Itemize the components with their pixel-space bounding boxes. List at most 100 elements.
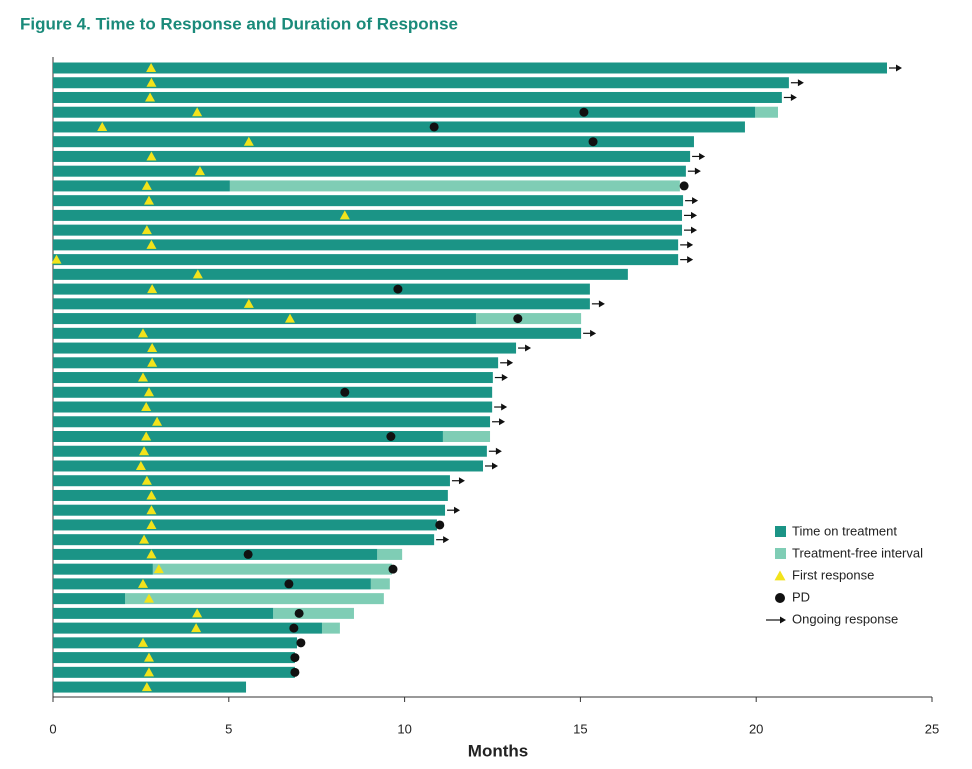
treatment-bar [53, 578, 371, 590]
response-marker [143, 667, 154, 677]
response-marker [147, 343, 158, 353]
response-marker [139, 534, 150, 544]
legend-label: First response [792, 567, 874, 582]
ongoing-arrow-head [692, 197, 699, 205]
x-tick-label: 15 [573, 721, 587, 736]
treatment-bar [53, 342, 517, 354]
response-marker [146, 151, 157, 161]
ongoing-arrow-head [443, 536, 450, 544]
response-marker [147, 284, 158, 294]
treatment-bar [53, 239, 679, 251]
x-tick-label: 10 [397, 721, 411, 736]
treatment-bar [53, 416, 491, 428]
treatment-bar [53, 150, 691, 162]
treatment-bar [53, 254, 679, 266]
ongoing-arrow-head [691, 226, 698, 234]
response-marker [138, 372, 149, 382]
response-marker [243, 298, 254, 308]
ongoing-arrow-head [895, 64, 902, 72]
response-marker [284, 313, 295, 323]
treatment-free-bar [125, 593, 384, 605]
treatment-free-bar [377, 548, 403, 560]
ongoing-arrow-head [501, 374, 508, 382]
response-marker [139, 446, 150, 456]
treatment-bar [53, 180, 230, 192]
x-tick-label: 0 [49, 721, 56, 736]
pd-marker [393, 284, 403, 294]
treatment-bar [53, 357, 499, 369]
response-marker [135, 460, 146, 470]
response-marker [145, 92, 156, 102]
treatment-bar [53, 283, 590, 295]
treatment-bar [53, 445, 487, 457]
treatment-free-bar [229, 180, 680, 192]
response-marker [141, 431, 152, 441]
pd-marker [588, 137, 598, 147]
ongoing-arrow-head [687, 241, 694, 249]
ongoing-arrow-head [590, 329, 597, 337]
pd-marker [296, 638, 306, 648]
response-marker [153, 564, 164, 574]
treatment-bar [53, 121, 745, 133]
treatment-bar [53, 77, 789, 89]
treatment-free-bar [273, 607, 354, 619]
treatment-bar [53, 475, 450, 487]
ongoing-arrow-head [525, 344, 532, 352]
response-marker [194, 166, 205, 176]
treatment-bar [53, 106, 756, 118]
treatment-free-bar [152, 563, 392, 575]
response-marker [143, 195, 154, 205]
response-marker [192, 107, 203, 117]
treatment-bar [53, 637, 298, 649]
response-marker [146, 239, 157, 249]
response-marker [146, 549, 157, 559]
chart-title: Figure 4. Time to Response and Duration … [20, 14, 458, 33]
response-marker [141, 475, 152, 485]
treatment-bar [53, 593, 126, 605]
pd-marker [243, 549, 253, 559]
treatment-bar [53, 327, 582, 339]
response-marker [192, 269, 203, 279]
response-marker [51, 254, 62, 264]
pd-marker [340, 387, 350, 397]
ongoing-arrow-head [797, 79, 804, 87]
legend-label: Ongoing response [792, 611, 898, 626]
pd-marker [294, 608, 304, 618]
response-marker [141, 225, 152, 235]
response-marker [138, 328, 149, 338]
response-marker [146, 77, 157, 87]
pd-marker [679, 181, 689, 191]
ongoing-arrow-head [458, 477, 465, 485]
ongoing-arrow-head [598, 300, 605, 308]
response-marker [147, 357, 158, 367]
response-marker [141, 180, 152, 190]
response-marker [138, 637, 149, 647]
treatment-free-bar [321, 622, 340, 634]
treatment-bar [53, 401, 493, 413]
treatment-bar [53, 563, 153, 575]
legend-swatch [775, 548, 786, 559]
response-marker [146, 519, 157, 529]
pd-marker [429, 122, 439, 132]
ongoing-arrow-head [492, 462, 499, 470]
treatment-bar [53, 62, 887, 74]
response-marker [143, 387, 154, 397]
response-marker [146, 490, 157, 500]
treatment-bar [53, 268, 628, 280]
ongoing-arrow-head [454, 506, 461, 514]
treatment-bar [53, 165, 686, 177]
treatment-bar [53, 607, 274, 619]
treatment-bar [53, 489, 448, 501]
x-tick-label: 25 [925, 721, 939, 736]
treatment-bar [53, 534, 435, 546]
treatment-bar [53, 622, 322, 634]
response-marker [243, 136, 254, 146]
pd-marker [284, 579, 294, 589]
treatment-bar [53, 548, 378, 560]
response-marker [141, 402, 152, 412]
x-tick-label: 5 [225, 721, 232, 736]
legend-label: Treatment-free interval [792, 545, 923, 560]
response-marker [152, 416, 163, 426]
pd-marker [289, 623, 299, 633]
